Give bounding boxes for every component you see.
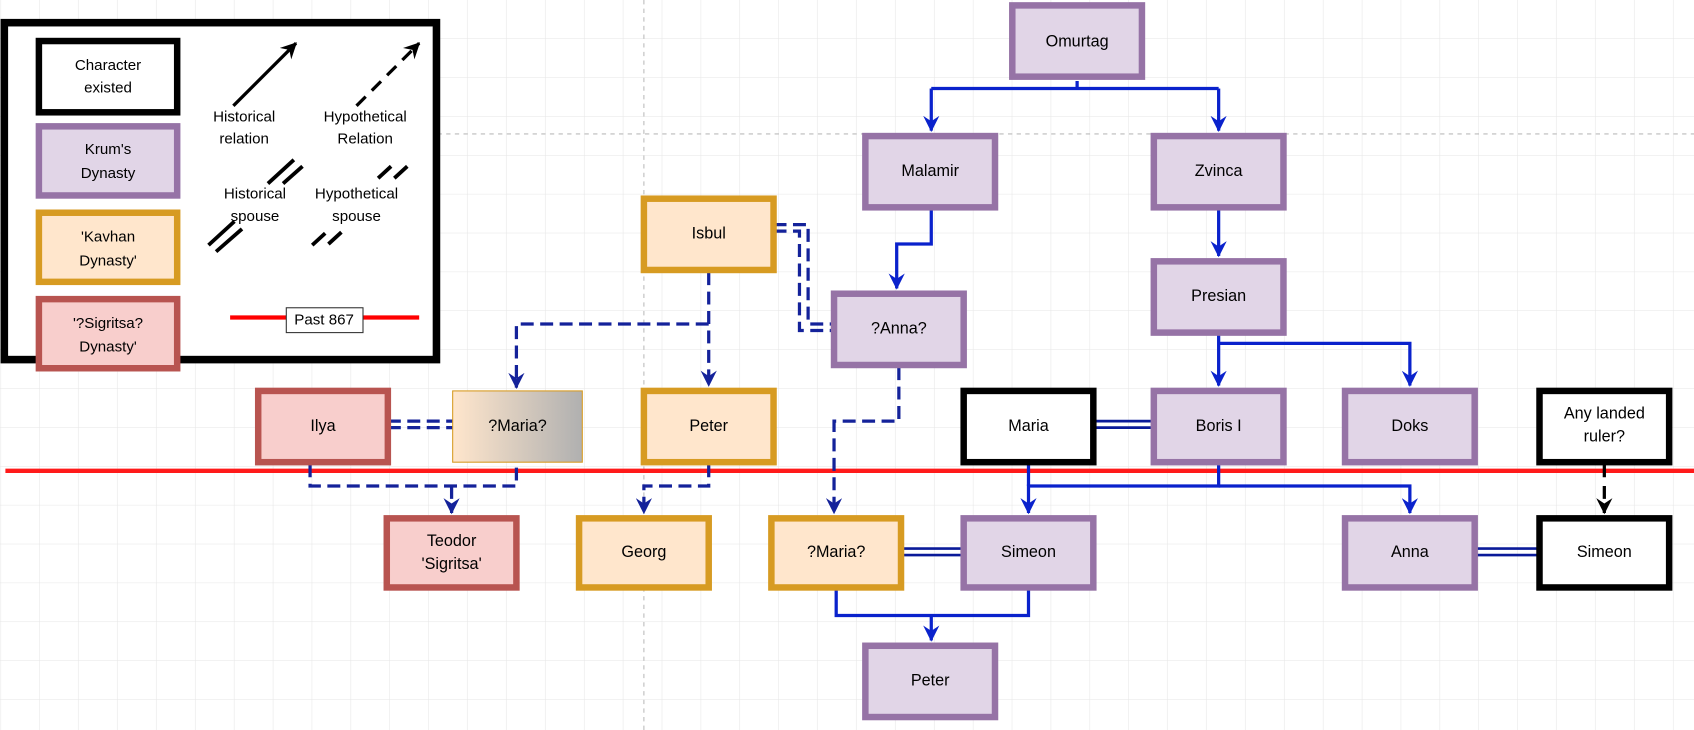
svg-text:Presian: Presian — [1191, 287, 1246, 305]
svg-text:Simeon: Simeon — [1577, 543, 1632, 561]
svg-text:Doks: Doks — [1391, 417, 1428, 435]
person-simeon-existed[interactable]: Simeon — [1536, 515, 1673, 591]
person-teodor-sigritsa[interactable]: Teodor 'Sigritsa' — [383, 515, 520, 591]
person-omurtag[interactable]: Omurtag — [1009, 2, 1146, 80]
legend: Character existed Krum's Dynasty 'Kavhan Dy… — [0, 18, 441, 372]
svg-text:Malamir: Malamir — [901, 162, 959, 180]
person-simeon[interactable]: Simeon — [960, 515, 1097, 591]
person-anna-hypothetical[interactable]: ?Anna? — [830, 290, 967, 369]
svg-text:Boris I: Boris I — [1196, 417, 1242, 435]
historical-spouse-icon — [207, 158, 304, 254]
svg-text:Peter: Peter — [689, 417, 728, 435]
person-doks[interactable]: Doks — [1341, 387, 1478, 466]
person-peter-kavhan[interactable]: Peter — [640, 387, 777, 466]
legend-kavhan: 'Kavhan Dynasty' — [79, 229, 137, 270]
svg-text:Omurtag: Omurtag — [1046, 32, 1109, 50]
person-malamir[interactable]: Malamir — [862, 132, 999, 211]
legend-historical-spouse: Historical spouse — [224, 185, 286, 225]
person-any-landed-ruler[interactable]: Any landed ruler? — [1536, 387, 1673, 466]
person-isbul[interactable]: Isbul — [640, 195, 777, 274]
person-maria-hypothetical-2[interactable]: ?Maria? — [768, 515, 905, 591]
person-anna[interactable]: Anna — [1341, 515, 1478, 591]
svg-text:Isbul: Isbul — [692, 225, 726, 243]
hypothetical-spouse-icon — [310, 164, 409, 247]
svg-text:?Anna?: ?Anna? — [871, 320, 927, 338]
person-georg[interactable]: Georg — [575, 515, 712, 591]
legend-existed: Character existed — [75, 57, 141, 97]
hypothetical-relation-arrow — [355, 42, 421, 107]
svg-text:Teodor'Sigritsa': Teodor 'Sigritsa' — [421, 532, 481, 573]
historical-relation-arrow — [232, 42, 298, 107]
svg-text:Zvinca: Zvinca — [1195, 162, 1243, 180]
person-zvinca[interactable]: Zvinca — [1150, 132, 1287, 211]
svg-text:Simeon: Simeon — [1001, 543, 1056, 561]
svg-text:Ilya: Ilya — [310, 417, 335, 435]
person-boris-i[interactable]: Boris I — [1150, 387, 1287, 466]
svg-text:?Maria?: ?Maria? — [488, 417, 546, 435]
svg-text:Maria: Maria — [1008, 417, 1048, 435]
legend-hypothetical-spouse: Hypothetical spouse — [315, 185, 398, 225]
svg-text:?Maria?: ?Maria? — [807, 543, 865, 561]
person-maria[interactable]: Maria — [960, 387, 1097, 466]
person-ilya[interactable]: Ilya — [254, 387, 392, 466]
person-presian[interactable]: Presian — [1150, 258, 1287, 336]
person-maria-hypothetical-1[interactable]: ?Maria? — [452, 390, 583, 463]
legend-krum: Krum's Dynasty — [81, 141, 136, 182]
svg-text:Peter: Peter — [911, 672, 950, 690]
legend-sigritsa: '?Sigritsa? Dynasty' — [73, 315, 143, 356]
legend-hypothetical-relation: Hypothetical Relation — [324, 109, 407, 148]
legend-historical-relation: Historical relation — [213, 109, 275, 148]
person-peter[interactable]: Peter — [862, 642, 999, 721]
svg-text:Anna: Anna — [1391, 543, 1429, 561]
relations — [308, 80, 1613, 640]
svg-text:Georg: Georg — [621, 543, 666, 561]
legend-cutoff: Past 867 — [294, 312, 354, 329]
